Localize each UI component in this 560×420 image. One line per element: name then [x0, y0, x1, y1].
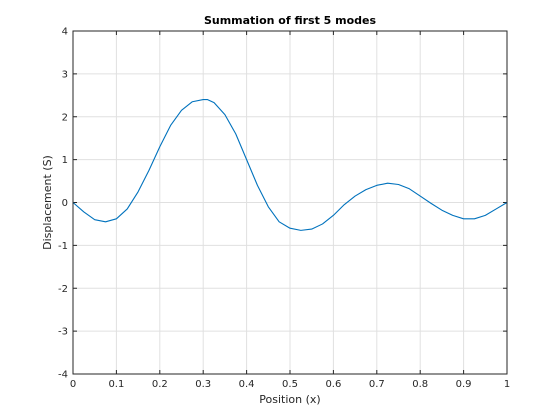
y-tick-label: 2: [62, 112, 68, 123]
x-tick-label: 0.2: [152, 379, 168, 390]
y-tick-label: 1: [62, 155, 68, 166]
series-layer: [72, 99, 508, 231]
x-tick-label: 0.3: [195, 379, 211, 390]
x-tick-label: 1: [504, 379, 510, 390]
x-tick-labels: 0 0.1 0.2 0.3 0.4 0.5 0.6 0.7 0.8 0.9 1: [70, 379, 510, 390]
y-tick-label: 0: [62, 198, 68, 209]
ticks: [72, 30, 508, 375]
y-tick-labels: -4 -3 -2 -1 0 1 2 3 4: [58, 27, 68, 381]
x-tick-label: 0.1: [108, 379, 124, 390]
x-tick-label: 0: [70, 379, 76, 390]
y-tick-label: -3: [58, 327, 68, 338]
x-tick-label: 0.7: [369, 379, 385, 390]
series-line: [72, 99, 508, 231]
y-tick-label: 3: [62, 69, 68, 80]
plot-frame: [72, 30, 508, 375]
x-tick-label: 0.9: [456, 379, 472, 390]
y-tick-label: 4: [62, 27, 68, 38]
x-tick-label: 0.4: [239, 379, 255, 390]
y-tick-label: -1: [58, 241, 68, 252]
x-tick-label: 0.5: [282, 379, 298, 390]
chart-title: Summation of first 5 modes: [204, 14, 377, 27]
x-tick-label: 0.6: [325, 379, 341, 390]
x-axis-label: Position (x): [259, 393, 320, 406]
y-tick-label: -4: [58, 370, 68, 381]
y-tick-label: -2: [58, 284, 68, 295]
x-tick-label: 0.8: [412, 379, 428, 390]
y-axis-label: Displacement (S): [41, 155, 54, 250]
